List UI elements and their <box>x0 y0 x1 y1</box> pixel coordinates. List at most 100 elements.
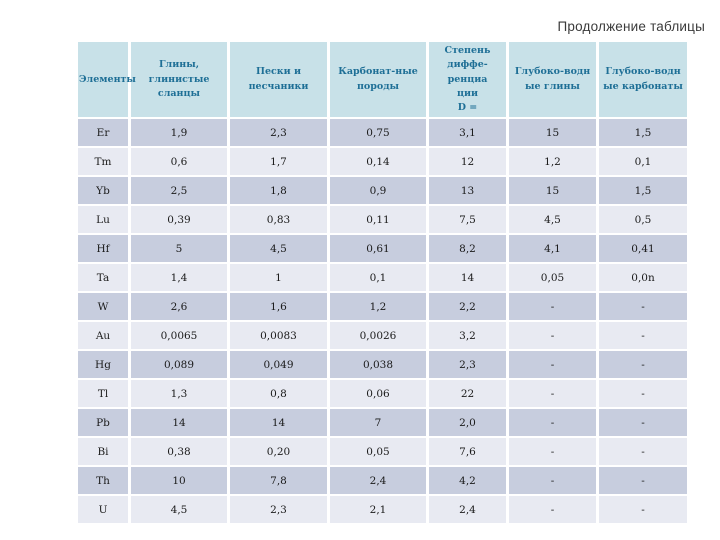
value-cell: 0,1 <box>599 148 687 176</box>
value-cell: - <box>599 380 687 408</box>
value-cell: 1,5 <box>599 177 687 205</box>
value-cell: 0,14 <box>330 148 426 176</box>
table-body: Er 1,9 2,3 0,75 3,1 15 1,5 Tm 0,6 1,7 0,14 12 1,2 0,1… <box>78 119 687 524</box>
value-cell: - <box>509 351 596 379</box>
element-symbol-cell: Er <box>78 119 128 147</box>
value-cell: - <box>599 293 687 321</box>
value-cell: - <box>509 496 596 524</box>
element-symbol-cell: Tl <box>78 380 128 408</box>
value-cell: 0,049 <box>230 351 327 379</box>
table-row: Er 1,9 2,3 0,75 3,1 15 1,5 <box>78 119 687 147</box>
table-continuation-title: Продолжение таблицы <box>557 19 705 34</box>
value-cell: 0,5 <box>599 206 687 234</box>
value-cell: 2,5 <box>131 177 227 205</box>
value-cell: 0,0n <box>599 264 687 292</box>
col-header-deepwater-carbonates: Глубоко-водн ые карбонаты <box>599 42 687 118</box>
value-cell: 5 <box>131 235 227 263</box>
value-cell: 3,1 <box>429 119 506 147</box>
element-symbol-cell: Bi <box>78 438 128 466</box>
col-header-deepwater-clays: Глубоко-водн ые глины <box>509 42 596 118</box>
element-symbol-cell: Yb <box>78 177 128 205</box>
value-cell: 1,8 <box>230 177 327 205</box>
value-cell: 0,39 <box>131 206 227 234</box>
element-symbol-cell: Pb <box>78 409 128 437</box>
value-cell: 0,83 <box>230 206 327 234</box>
element-symbol-cell: Th <box>78 467 128 495</box>
value-cell: - <box>599 438 687 466</box>
value-cell: - <box>509 467 596 495</box>
value-cell: 0,11 <box>330 206 426 234</box>
table-row: Lu 0,39 0,83 0,11 7,5 4,5 0,5 <box>78 206 687 234</box>
table-row: Pb 14 14 7 2,0- - <box>78 409 687 437</box>
table-row: Hf 5 4,5 0,61 8,2 4,1 0,41 <box>78 235 687 263</box>
value-cell: 7 <box>330 409 426 437</box>
value-cell: 2,0 <box>429 409 506 437</box>
value-cell: 1,6 <box>230 293 327 321</box>
table-row: Au 0,0065 0,0083 0,0026 3,2- - <box>78 322 687 350</box>
value-cell: 0,0083 <box>230 322 327 350</box>
value-cell: 10 <box>131 467 227 495</box>
table-row: Th 10 7,8 2,4 4,2- - <box>78 467 687 495</box>
value-cell: - <box>599 322 687 350</box>
table-row: Hg 0,089 0,049 0,038 2,3- - <box>78 351 687 379</box>
value-cell: 0,8 <box>230 380 327 408</box>
value-cell: - <box>509 322 596 350</box>
col-header-clays-shales: Глины, глинистые сланцы <box>131 42 227 118</box>
value-cell: 0,61 <box>330 235 426 263</box>
element-symbol-cell: Lu <box>78 206 128 234</box>
element-symbol-cell: W <box>78 293 128 321</box>
value-cell: 2,1 <box>330 496 426 524</box>
value-cell: - <box>509 380 596 408</box>
value-cell: 2,2 <box>429 293 506 321</box>
value-cell: - <box>599 409 687 437</box>
value-cell: - <box>509 293 596 321</box>
value-cell: 7,5 <box>429 206 506 234</box>
value-cell: 8,2 <box>429 235 506 263</box>
value-cell: 4,5 <box>230 235 327 263</box>
value-cell: - <box>599 496 687 524</box>
table-row: Yb 2,5 1,8 0,9 13 15 1,5 <box>78 177 687 205</box>
value-cell: 22 <box>429 380 506 408</box>
value-cell: 1 <box>230 264 327 292</box>
value-cell: 0,05 <box>330 438 426 466</box>
value-cell: 0,05 <box>509 264 596 292</box>
value-cell: 0,0065 <box>131 322 227 350</box>
value-cell: 0,20 <box>230 438 327 466</box>
value-cell: 2,6 <box>131 293 227 321</box>
elements-table: Элементы Глины, глинистые сланцы Пески и… <box>75 40 690 525</box>
value-cell: 0,06 <box>330 380 426 408</box>
value-cell: 2,4 <box>429 496 506 524</box>
value-cell: 0,75 <box>330 119 426 147</box>
value-cell: 2,3 <box>230 496 327 524</box>
value-cell: 2,4 <box>330 467 426 495</box>
element-symbol-cell: Tm <box>78 148 128 176</box>
value-cell: 0,38 <box>131 438 227 466</box>
value-cell: 7,8 <box>230 467 327 495</box>
col-header-elements: Элементы <box>78 42 136 118</box>
value-cell: 13 <box>429 177 506 205</box>
table-row: Ta 1,4 1 0,1 14 0,05 0,0n <box>78 264 687 292</box>
value-cell: 1,2 <box>509 148 596 176</box>
table-row: Tl 1,3 0,8 0,06 22- - <box>78 380 687 408</box>
value-cell: 2,3 <box>230 119 327 147</box>
value-cell: 3,2 <box>429 322 506 350</box>
value-cell: 4,5 <box>509 206 596 234</box>
value-cell: 0,089 <box>131 351 227 379</box>
element-symbol-cell: Ta <box>78 264 128 292</box>
value-cell: - <box>509 438 596 466</box>
value-cell: 0,9 <box>330 177 426 205</box>
value-cell: 4,2 <box>429 467 506 495</box>
value-cell: 1,3 <box>131 380 227 408</box>
table-row: W 2,6 1,6 1,2 2,2- - <box>78 293 687 321</box>
value-cell: 15 <box>509 119 596 147</box>
value-cell: 0,1 <box>330 264 426 292</box>
col-header-carbonate-rocks: Карбонат-ные породы <box>330 42 426 118</box>
value-cell: 1,5 <box>599 119 687 147</box>
element-symbol-cell: U <box>78 496 128 524</box>
value-cell: 1,9 <box>131 119 227 147</box>
table-row: Bi 0,38 0,20 0,05 7,6- - <box>78 438 687 466</box>
element-symbol-cell: Hg <box>78 351 128 379</box>
value-cell: 0,0026 <box>330 322 426 350</box>
element-symbol-cell: Hf <box>78 235 128 263</box>
